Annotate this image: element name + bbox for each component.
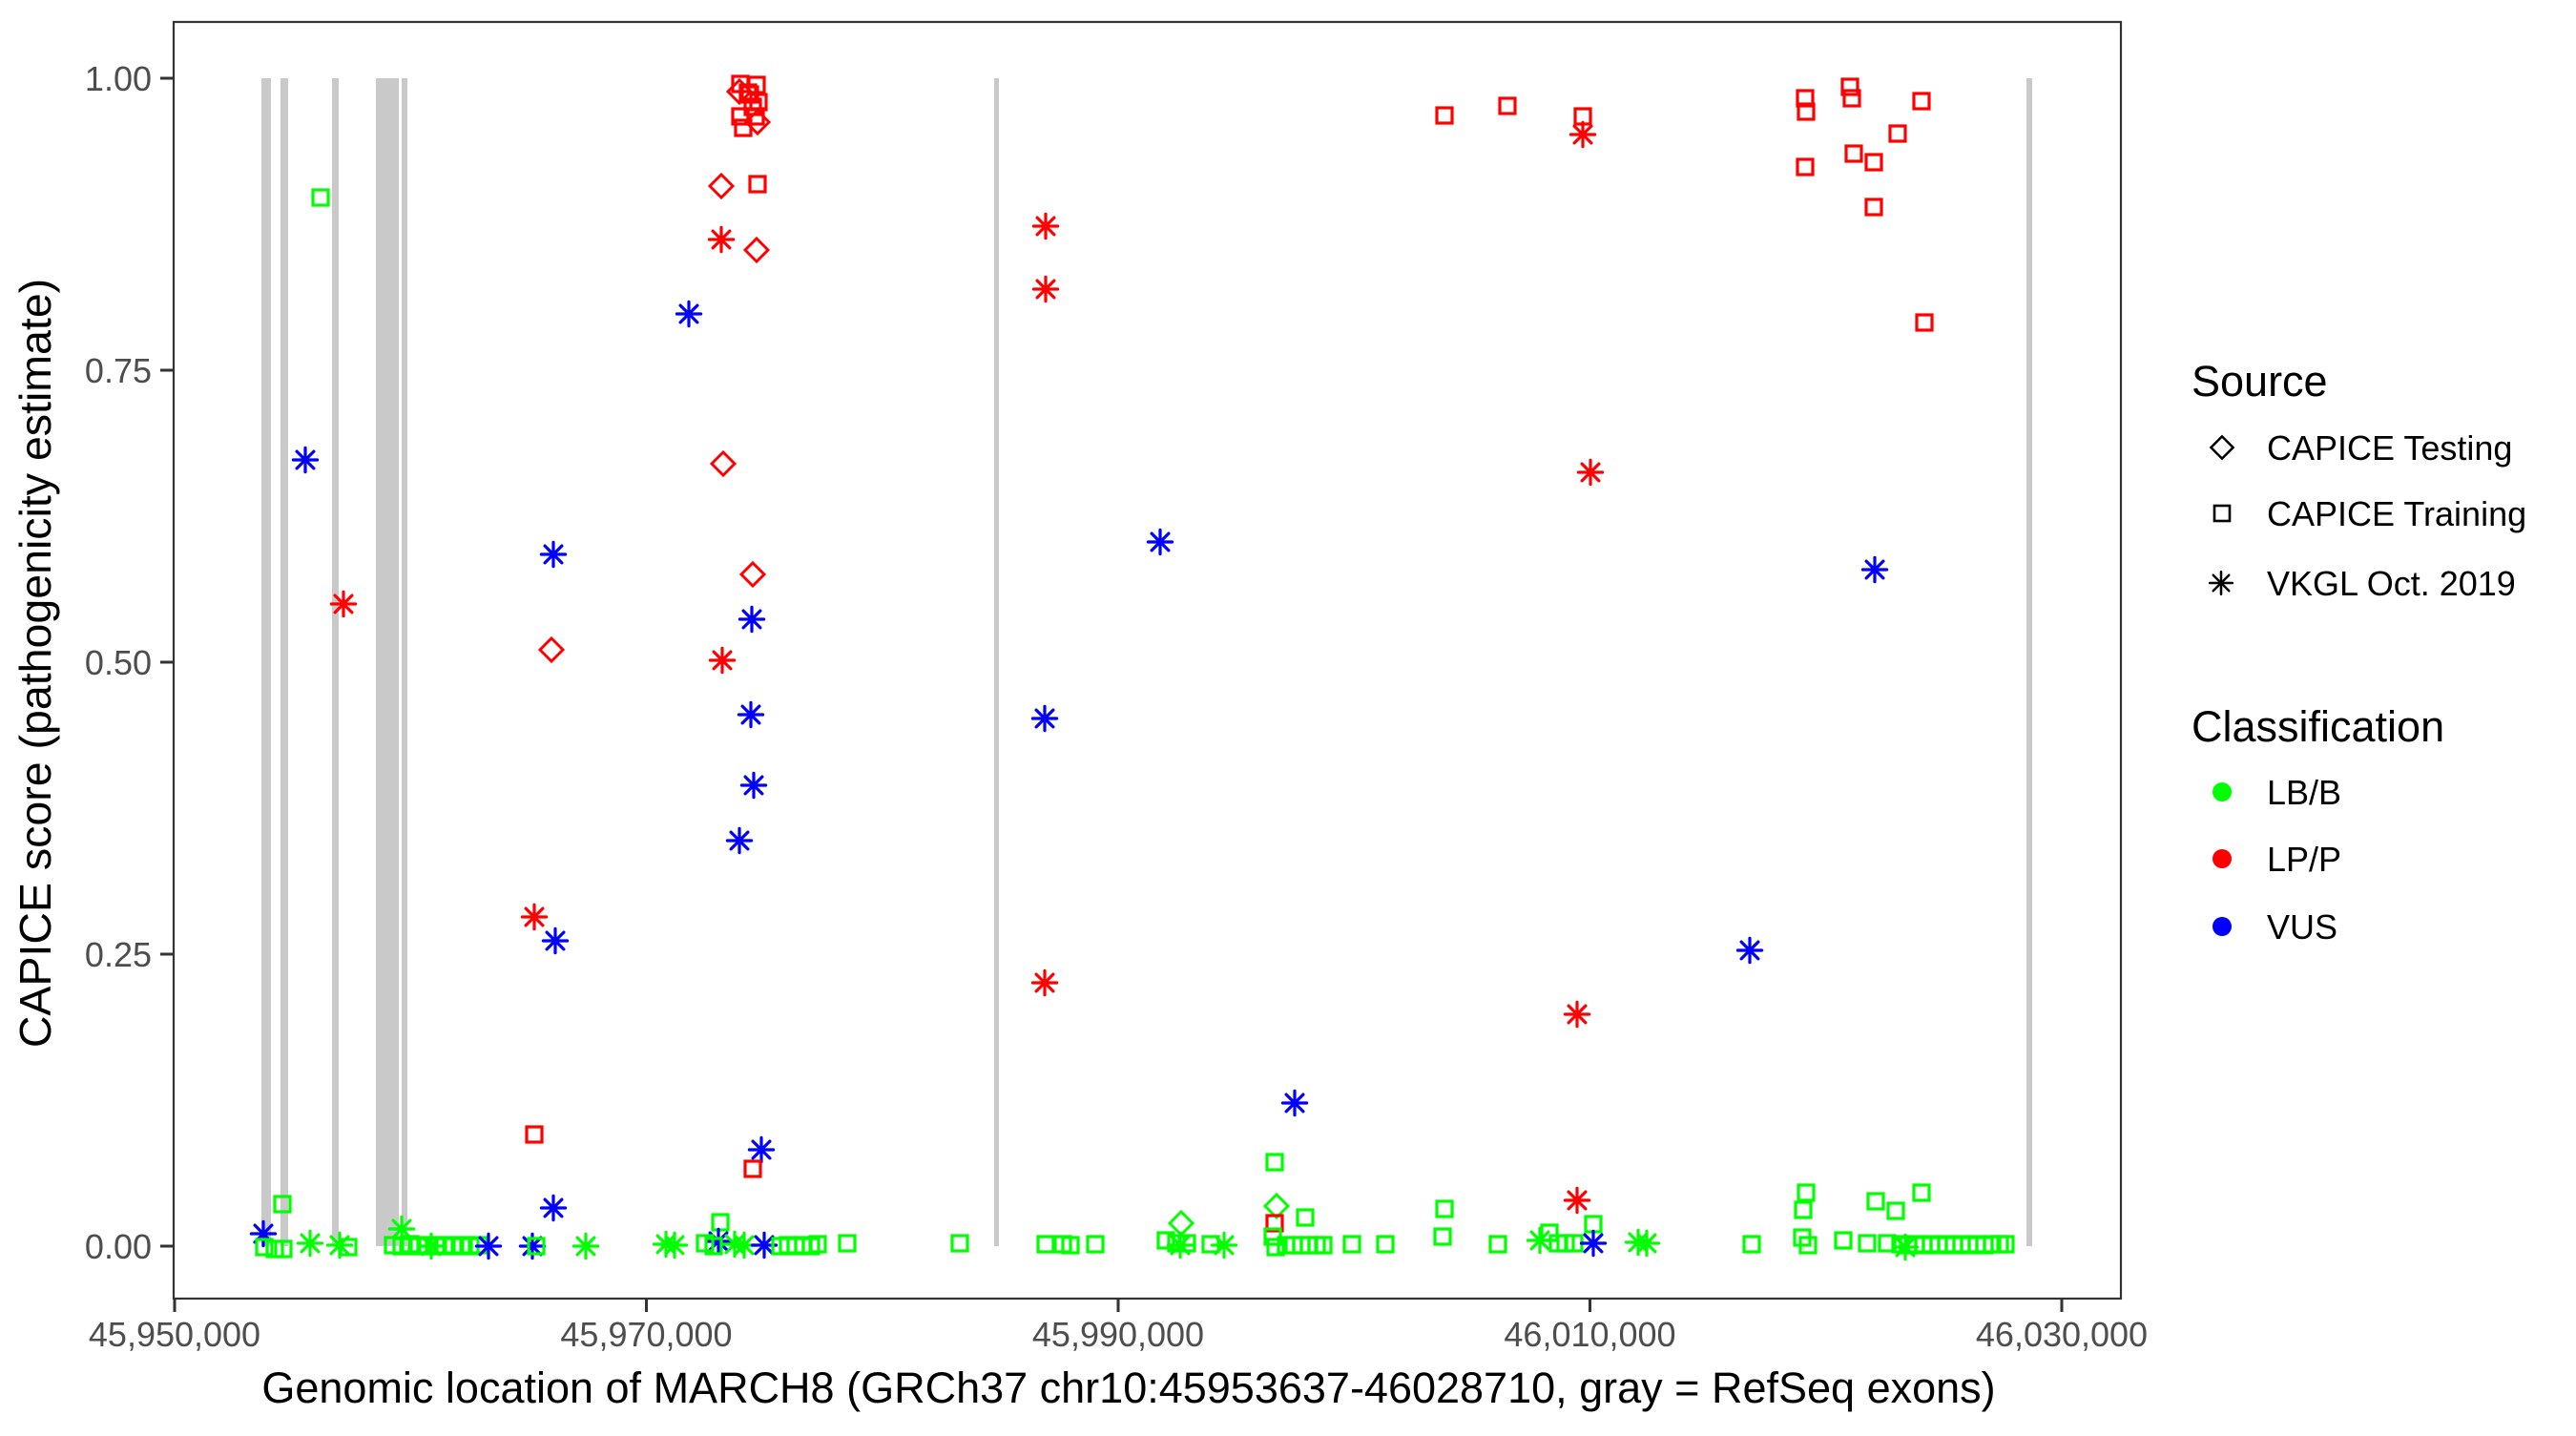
- svg-text:0.25: 0.25: [85, 935, 152, 974]
- svg-text:45,950,000: 45,950,000: [89, 1315, 260, 1354]
- svg-text:Genomic location of MARCH8 (GR: Genomic location of MARCH8 (GRCh37 chr10…: [261, 1363, 1995, 1412]
- svg-text:LP/P: LP/P: [2267, 840, 2341, 879]
- svg-text:46,030,000: 46,030,000: [1976, 1315, 2148, 1354]
- svg-text:0.50: 0.50: [85, 643, 152, 682]
- svg-text:1.00: 1.00: [85, 59, 152, 98]
- svg-text:CAPICE Testing: CAPICE Testing: [2267, 428, 2512, 468]
- svg-text:CAPICE Training: CAPICE Training: [2267, 494, 2526, 533]
- svg-text:VKGL Oct. 2019: VKGL Oct. 2019: [2267, 564, 2516, 603]
- svg-text:LB/B: LB/B: [2267, 773, 2341, 812]
- svg-text:45,990,000: 45,990,000: [1032, 1315, 1204, 1354]
- svg-text:CAPICE score (pathogenicity es: CAPICE score (pathogenicity estimate): [10, 279, 60, 1048]
- svg-text:VUS: VUS: [2267, 907, 2337, 947]
- svg-text:0.00: 0.00: [85, 1227, 152, 1266]
- svg-text:Classification: Classification: [2192, 702, 2444, 751]
- svg-text:45,970,000: 45,970,000: [560, 1315, 732, 1354]
- svg-text:Source: Source: [2192, 357, 2328, 406]
- svg-text:0.75: 0.75: [85, 351, 152, 390]
- svg-text:46,010,000: 46,010,000: [1504, 1315, 1675, 1354]
